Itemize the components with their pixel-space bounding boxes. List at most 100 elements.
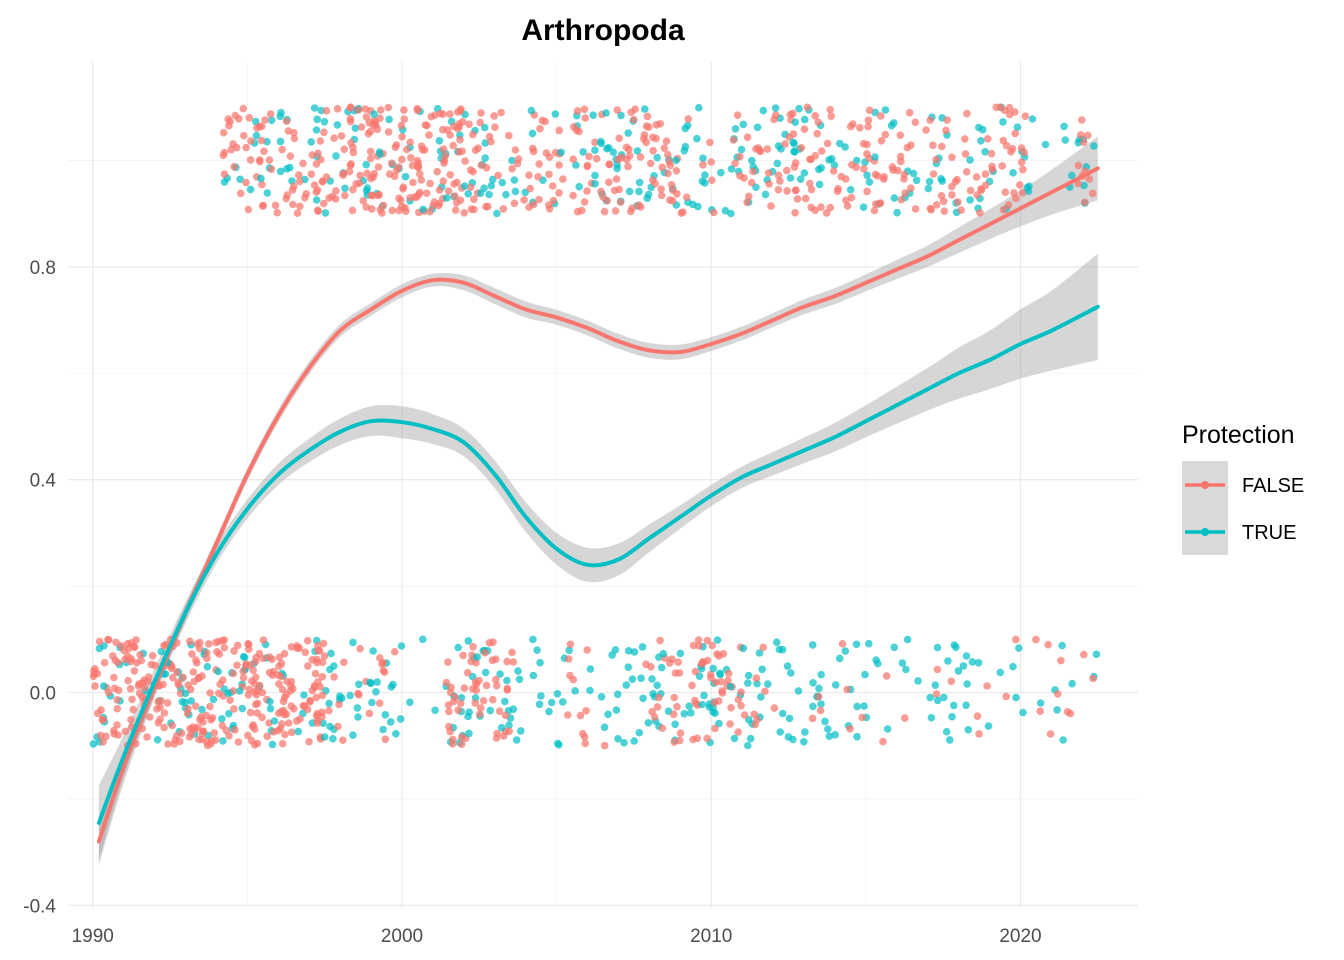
- data-point-false: [749, 167, 757, 176]
- data-point-false: [278, 145, 287, 154]
- data-point-false: [873, 172, 882, 180]
- data-point-true: [277, 108, 285, 117]
- data-point-true: [591, 146, 599, 154]
- data-point-true: [966, 196, 974, 204]
- data-point-false: [278, 739, 287, 748]
- data-point-false: [616, 198, 625, 206]
- data-point-false: [345, 167, 354, 176]
- data-point-false: [926, 116, 934, 124]
- data-point-false: [662, 137, 671, 145]
- data-point-false: [325, 706, 333, 715]
- data-point-false: [858, 713, 866, 722]
- data-point-false: [1085, 175, 1094, 183]
- data-point-false: [134, 681, 143, 690]
- data-point-false: [318, 673, 327, 681]
- data-point-true: [517, 727, 525, 735]
- data-point-true: [527, 106, 536, 115]
- data-point-false: [961, 135, 969, 143]
- data-point-true: [773, 159, 782, 168]
- data-point-false: [580, 198, 589, 206]
- data-point-false: [349, 143, 357, 152]
- data-point-true: [270, 717, 279, 725]
- data-point-true: [739, 644, 748, 653]
- data-point-true: [946, 736, 954, 744]
- data-point-false: [649, 176, 657, 184]
- data-point-false: [377, 106, 385, 114]
- data-point-false: [999, 136, 1008, 145]
- data-point-false: [807, 155, 815, 164]
- data-point-false: [564, 711, 572, 719]
- data-point-false: [446, 688, 455, 697]
- data-point-false: [801, 194, 810, 203]
- data-point-true: [536, 658, 544, 667]
- data-point-true: [604, 710, 612, 719]
- data-point-false: [863, 187, 871, 196]
- data-point-false: [600, 207, 609, 216]
- data-point-true: [717, 168, 725, 177]
- data-point-false: [479, 697, 488, 705]
- data-point-false: [400, 106, 408, 114]
- data-point-true: [685, 702, 693, 710]
- data-point-true: [689, 200, 697, 209]
- data-point-false: [225, 732, 233, 740]
- data-point-false: [255, 156, 264, 164]
- data-point-false: [365, 709, 374, 718]
- data-point-false: [244, 731, 252, 740]
- data-point-false: [710, 698, 719, 707]
- data-point-false: [494, 171, 502, 180]
- data-point-false: [666, 161, 674, 170]
- data-point-false: [583, 646, 591, 654]
- data-point-true: [687, 709, 695, 717]
- data-point-false: [196, 715, 204, 724]
- data-point-false: [688, 681, 696, 690]
- data-point-true: [865, 178, 874, 186]
- data-point-true: [95, 644, 104, 653]
- data-point-true: [369, 647, 377, 655]
- data-point-true: [368, 698, 376, 707]
- data-point-false: [457, 740, 466, 748]
- data-point-true: [218, 715, 226, 723]
- data-point-true: [790, 147, 798, 156]
- smooth-line-true: [96, 304, 1100, 825]
- data-point-true: [744, 741, 752, 750]
- data-point-true: [240, 653, 249, 662]
- data-point-false: [707, 158, 715, 166]
- data-point-true: [796, 175, 805, 183]
- data-point-false: [378, 660, 386, 668]
- data-point-true: [187, 697, 195, 705]
- data-point-false: [856, 124, 864, 132]
- data-point-false: [578, 206, 586, 215]
- data-point-false: [624, 162, 632, 171]
- data-point-false: [279, 697, 288, 706]
- data-point-false: [255, 681, 264, 690]
- data-point-false: [545, 170, 553, 179]
- data-point-true: [795, 104, 803, 113]
- data-point-true: [246, 185, 255, 194]
- data-point-false: [251, 725, 259, 733]
- data-point-true: [341, 184, 349, 193]
- data-point-true: [1019, 708, 1027, 717]
- data-point-true: [761, 190, 770, 199]
- data-point-true: [457, 694, 466, 702]
- data-point-false: [346, 161, 355, 170]
- data-point-true: [591, 171, 599, 180]
- chart-title: Arthropoda: [521, 14, 685, 47]
- data-point-true: [852, 640, 861, 649]
- data-point-true: [815, 684, 823, 693]
- data-point-false: [987, 149, 996, 158]
- data-point-true: [327, 649, 335, 658]
- data-point-false: [113, 704, 122, 713]
- data-point-false: [259, 202, 267, 210]
- data-point-false: [290, 129, 298, 137]
- data-point-false: [219, 676, 227, 684]
- data-point-false: [257, 122, 266, 131]
- data-point-false: [649, 146, 657, 155]
- data-point-false: [193, 640, 201, 648]
- data-point-false: [849, 120, 857, 128]
- data-point-false: [459, 651, 467, 660]
- data-point-false: [446, 131, 455, 139]
- data-point-false: [569, 191, 577, 200]
- data-point-false: [905, 108, 914, 117]
- data-point-false: [870, 206, 879, 215]
- data-point-false: [636, 153, 645, 161]
